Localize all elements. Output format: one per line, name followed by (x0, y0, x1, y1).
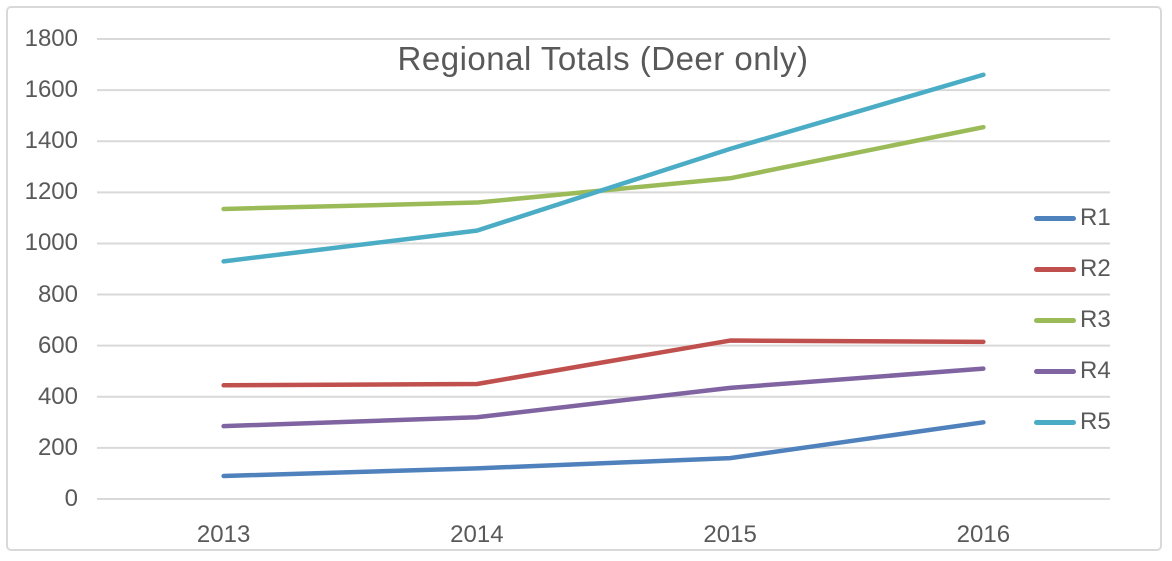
legend-item-r3: R3 (1034, 308, 1111, 332)
x-axis-tick-label: 2015 (703, 521, 757, 548)
y-axis-tick-label: 1800 (24, 25, 78, 52)
series-line-r5 (221, 72, 986, 264)
series-line-r2 (221, 338, 986, 388)
legend-item-r2: R2 (1034, 257, 1111, 281)
legend-label: R3 (1080, 306, 1111, 333)
y-axis-tick-label: 0 (64, 485, 78, 512)
legend-item-r4: R4 (1034, 359, 1111, 383)
y-axis-tick-label: 1000 (24, 229, 78, 257)
series-line-r1 (221, 420, 986, 479)
legend-label: R4 (1080, 357, 1111, 384)
y-axis-tick-label: 400 (37, 382, 78, 410)
y-axis-tick-label: 1400 (24, 127, 78, 155)
legend-item-r1: R1 (1034, 206, 1111, 230)
y-axis-tick-label: 1200 (24, 178, 78, 206)
x-axis-tick-label: 2014 (450, 521, 504, 548)
x-axis-tick-label: 2016 (956, 521, 1011, 548)
chart-title: Regional Totals (Deer only) (397, 40, 809, 77)
y-axis-tick-label: 200 (37, 433, 78, 461)
x-axis-tick-label: 2013 (196, 521, 251, 548)
y-axis-tick-label: 800 (37, 280, 78, 308)
legend-item-r5: R5 (1034, 410, 1111, 434)
legend-swatch-r4 (1034, 368, 1076, 374)
legend-swatch-r5 (1034, 419, 1076, 425)
y-axis-tick-label: 600 (37, 331, 78, 359)
legend-label: R2 (1080, 255, 1111, 282)
legend-swatch-r3 (1034, 317, 1076, 323)
chart-frame (6, 6, 1162, 551)
legend-label: R1 (1080, 204, 1111, 231)
legend-label: R5 (1080, 408, 1111, 435)
legend-swatch-r2 (1034, 266, 1076, 272)
legend-swatch-r1 (1034, 215, 1076, 221)
series-line-r3 (221, 124, 986, 212)
y-axis-tick-label: 1600 (24, 76, 78, 104)
series-line-r4 (221, 366, 986, 429)
